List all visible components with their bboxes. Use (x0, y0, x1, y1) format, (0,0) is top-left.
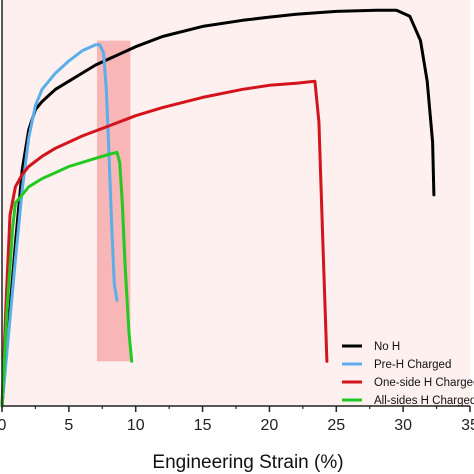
x-tick-label: 0 (0, 417, 7, 434)
x-axis-title: Engineering Strain (%) (152, 452, 343, 473)
x-tick-label: 35 (461, 417, 474, 434)
x-tick-label: 25 (327, 417, 345, 434)
x-tick-label: 15 (194, 417, 212, 434)
series-line-2 (0, 43, 119, 408)
plot-background (2, 0, 470, 406)
legend-label-1: No H (374, 341, 400, 353)
highlight-band (96, 40, 131, 362)
x-tick-label: 30 (394, 417, 412, 434)
series-line-3 (0, 79, 329, 408)
x-tick-label: 20 (261, 417, 279, 434)
series-layer (0, 8, 436, 408)
series-line-4 (0, 150, 134, 408)
legend-label-3: One-side H Charged (374, 377, 474, 389)
x-tick-label: 5 (64, 417, 73, 434)
legend-label-2: Pre-H Charged (374, 359, 451, 371)
x-tick-label: 10 (127, 417, 145, 434)
axis-layer: 0 5 10 15 20 25 30 35 (0, 0, 474, 434)
legend-label-4: All-sides H Charged (374, 395, 474, 407)
legend: No H Pre-H Charged One-side H Charged All-s… (342, 341, 474, 407)
